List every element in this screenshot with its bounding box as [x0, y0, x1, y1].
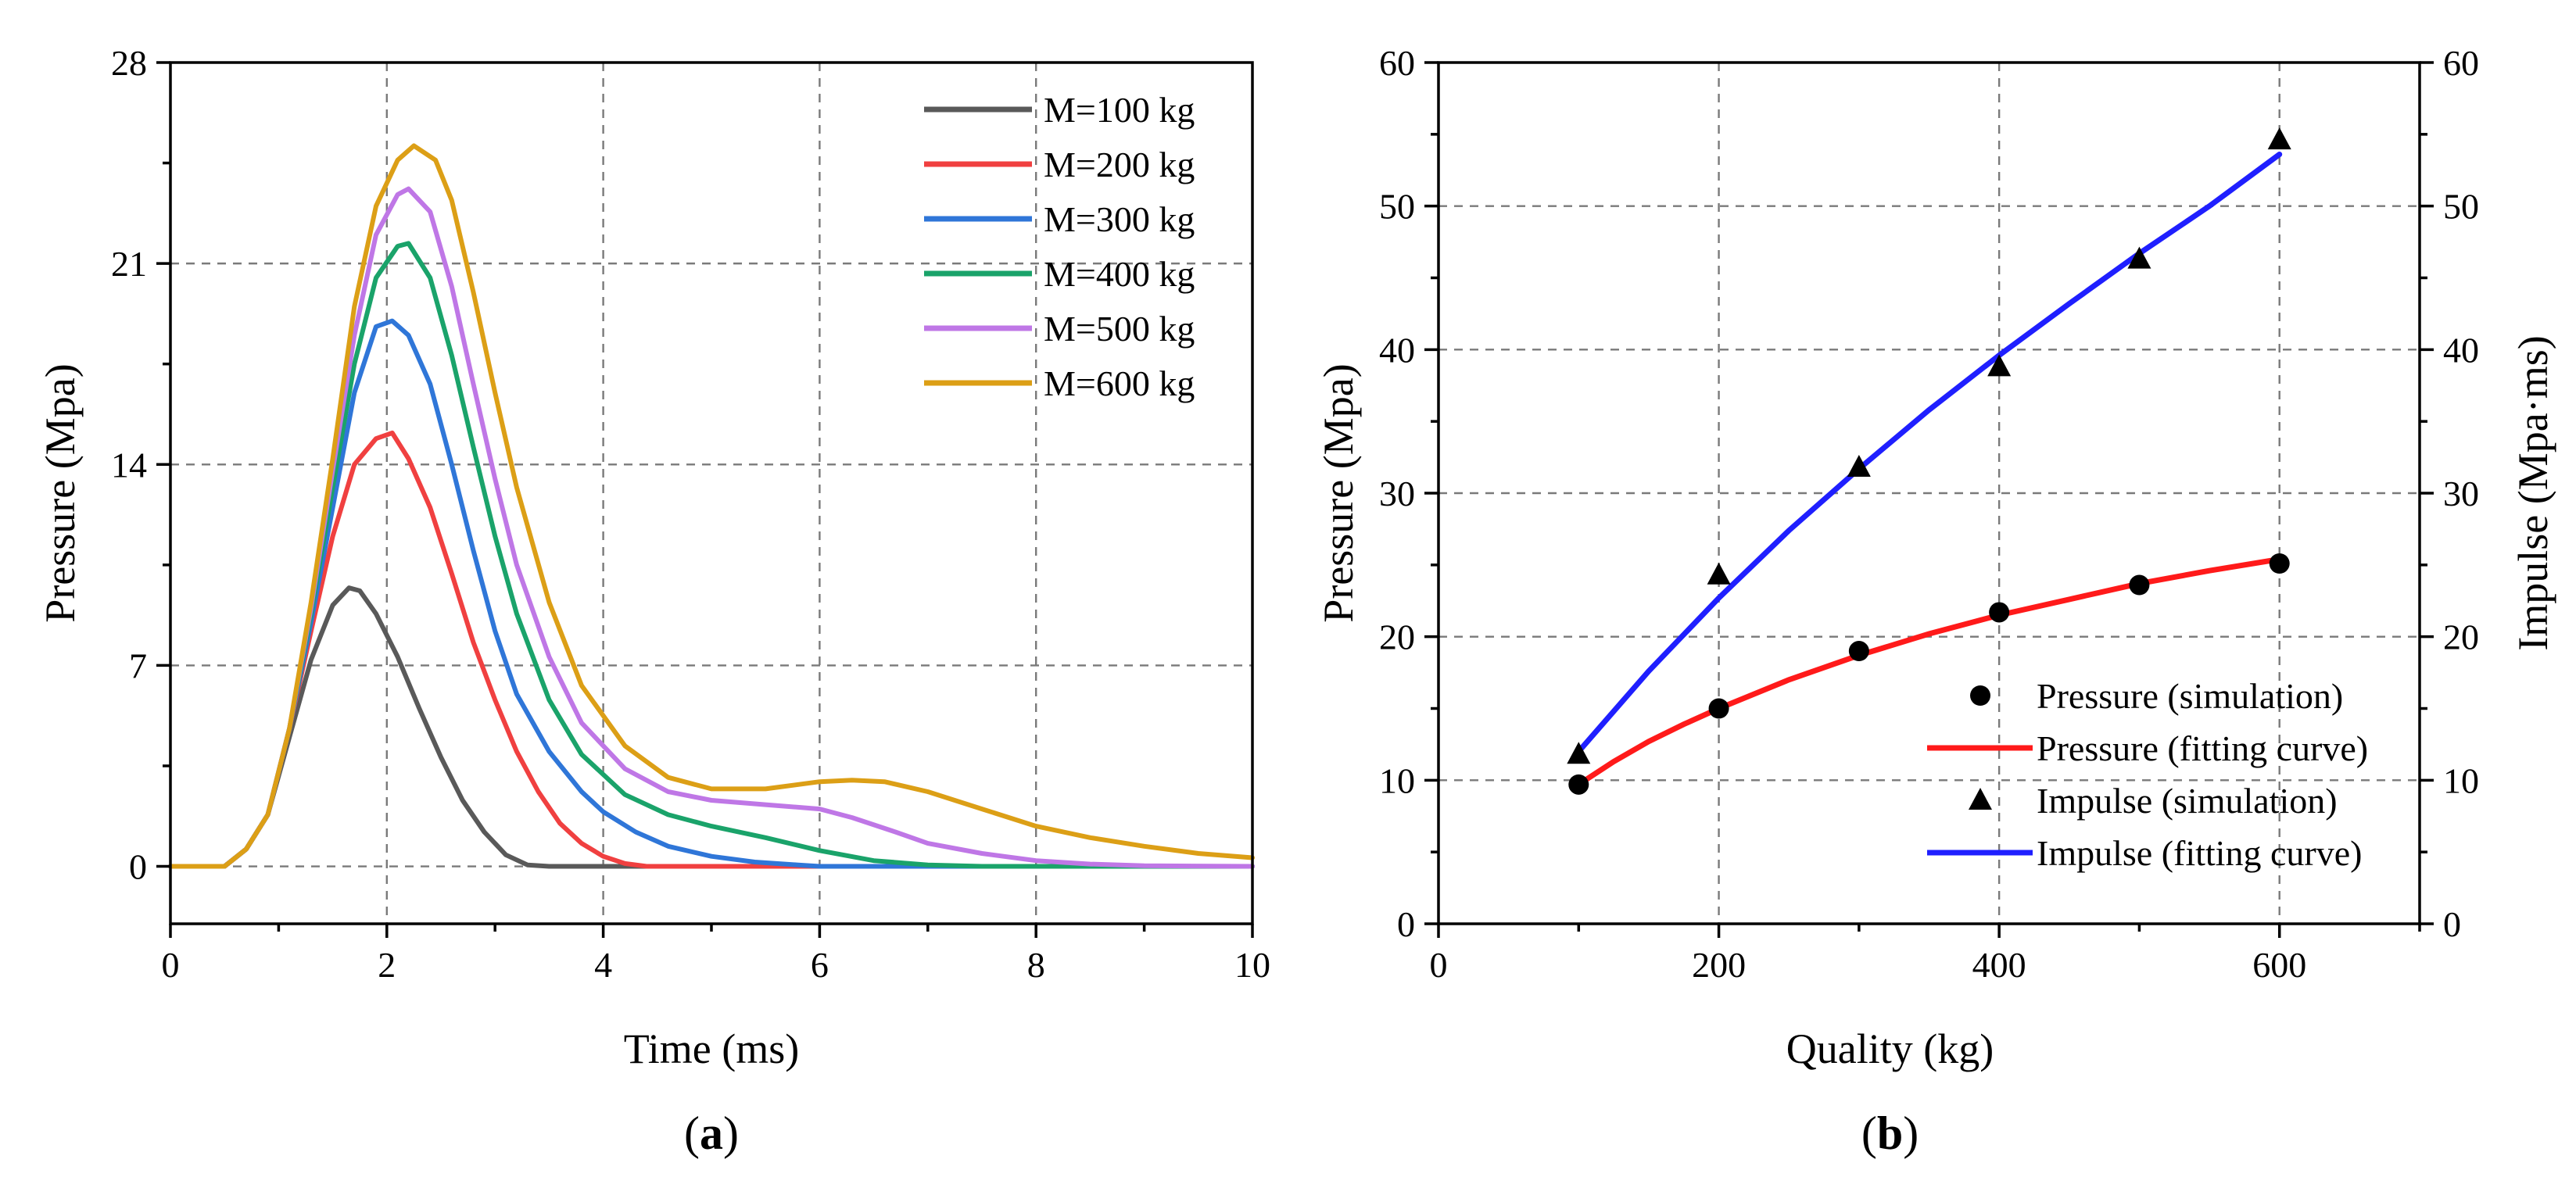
x-tick-label: 200	[1692, 945, 1746, 985]
y-tick-label-left: 30	[1379, 474, 1415, 513]
pressure-sim-point	[1989, 602, 2010, 623]
legend-label-3: M=400 kg	[1044, 254, 1195, 294]
impulse-sim-point	[2267, 127, 2291, 150]
legend-label-2: Impulse (simulation)	[2037, 781, 2338, 821]
x-tick-label: 4	[594, 945, 612, 985]
impulse-sim-point	[1707, 562, 1731, 585]
x-tick-label: 0	[162, 945, 180, 985]
x-tick-label: 2	[378, 945, 396, 985]
legend-marker-circle	[1970, 685, 1990, 706]
x-tick-label: 6	[811, 945, 829, 985]
legend-label-2: M=300 kg	[1044, 199, 1195, 239]
legend-marker-triangle	[1969, 788, 1992, 810]
pressure-sim-point	[1848, 641, 1869, 662]
legend-label-3: Impulse (fitting curve)	[2037, 833, 2362, 873]
panel-label-a: (a)	[684, 1107, 739, 1159]
x-axis-title: Quality (kg)	[1786, 1025, 1994, 1072]
panel-label-b: (b)	[1861, 1107, 1919, 1159]
y-tick-label-right: 40	[2443, 330, 2479, 370]
impulse-sim-point	[1847, 454, 1871, 477]
y-tick-label: 0	[129, 847, 147, 887]
x-tick-label: 600	[2252, 945, 2306, 985]
pressure-sim-point	[1568, 774, 1589, 795]
y-tick-label-right: 30	[2443, 474, 2479, 513]
chart-b: 0 200 400 60001020304050600102030405060Qual…	[1315, 43, 2556, 1159]
y-tick-label-left: 20	[1379, 617, 1415, 657]
legend-label-5: M=600 kg	[1044, 363, 1195, 403]
x-tick-label: 10	[1234, 945, 1270, 985]
panel-paren-open: (	[684, 1107, 700, 1159]
panel-paren-open: (	[1861, 1107, 1877, 1159]
y-axis-title: Pressure (Mpa)	[37, 363, 84, 622]
legend-label-4: M=500 kg	[1044, 309, 1195, 349]
x-tick-label: 0	[1430, 945, 1448, 985]
series-line-5	[168, 143, 1255, 869]
panel-letter-b: b	[1877, 1107, 1903, 1159]
y-tick-label: 28	[111, 43, 147, 83]
legend-label-0: M=100 kg	[1044, 90, 1195, 130]
x-tick-label: 8	[1027, 945, 1045, 985]
pressure-sim-point	[2269, 553, 2290, 574]
panel-paren-close: )	[1903, 1107, 1919, 1159]
impulse-sim-point	[1987, 354, 2012, 377]
y-axis-title-left: Pressure (Mpa)	[1315, 363, 1362, 622]
x-tick-label: 400	[1972, 945, 2026, 985]
impulse-sim-point	[1567, 742, 1591, 764]
chart-a: 0 2 4 6 8 10 0 7 14 21 28 Time (ms) Pressure (Mpa) M=…	[37, 43, 1270, 1159]
y-tick-label: 14	[111, 445, 147, 485]
y-tick-label-right: 10	[2443, 760, 2479, 800]
y-axis-title-right: Impulse (Mpa·ms)	[2510, 335, 2556, 650]
y-tick-label-left: 0	[1397, 904, 1415, 944]
y-tick-label-left: 60	[1379, 43, 1415, 83]
pressure-sim-point	[2129, 574, 2150, 596]
panel-paren-close: )	[723, 1107, 739, 1159]
y-tick-label-right: 60	[2443, 43, 2479, 83]
y-tick-label-right: 50	[2443, 187, 2479, 227]
panel-letter-a: a	[700, 1107, 723, 1159]
y-tick-label-left: 40	[1379, 330, 1415, 370]
legend-label-1: Pressure (fitting curve)	[2037, 728, 2368, 768]
pressure-sim-point	[1708, 698, 1729, 719]
legend-label-1: M=200 kg	[1044, 145, 1195, 184]
x-axis-title: Time (ms)	[624, 1025, 800, 1072]
y-tick-label: 7	[129, 646, 147, 685]
y-tick-label-left: 50	[1379, 187, 1415, 227]
impulse-fit-line	[1575, 152, 2283, 755]
y-tick-label: 21	[111, 244, 147, 284]
y-tick-label-right: 0	[2443, 904, 2461, 944]
y-tick-label-left: 10	[1379, 760, 1415, 800]
y-tick-label-right: 20	[2443, 617, 2479, 657]
impulse-sim-point	[2127, 246, 2151, 269]
legend-label-0: Pressure (simulation)	[2037, 676, 2343, 716]
